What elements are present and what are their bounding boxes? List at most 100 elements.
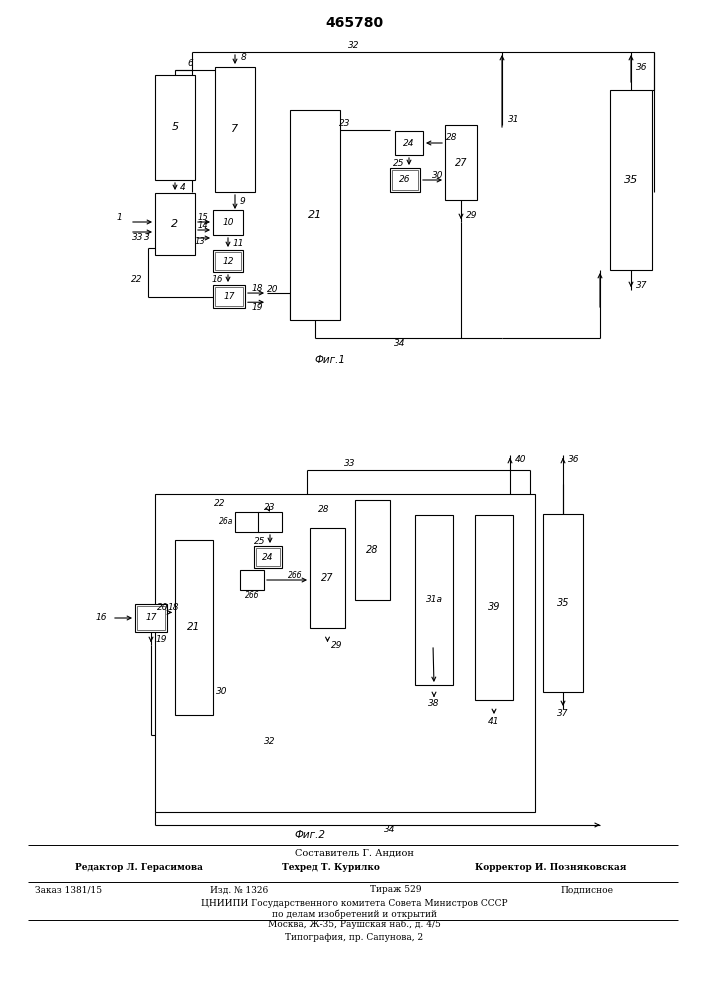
Text: 23: 23 xyxy=(264,502,276,512)
Text: 465780: 465780 xyxy=(325,16,383,30)
Text: 36: 36 xyxy=(636,62,648,72)
Text: 8: 8 xyxy=(241,53,247,62)
Text: 5: 5 xyxy=(171,122,179,132)
Text: 22: 22 xyxy=(131,275,142,284)
Text: 21: 21 xyxy=(308,210,322,220)
Text: 15: 15 xyxy=(198,214,209,223)
Text: 31: 31 xyxy=(508,115,520,124)
Text: 30: 30 xyxy=(432,170,444,180)
Text: 39: 39 xyxy=(488,602,501,612)
Text: 11: 11 xyxy=(233,238,245,247)
Text: 10: 10 xyxy=(222,218,234,227)
Bar xyxy=(290,110,340,320)
Bar xyxy=(135,604,167,632)
Text: 37: 37 xyxy=(557,708,568,718)
Text: 16: 16 xyxy=(95,613,107,622)
Bar xyxy=(213,210,243,235)
Bar xyxy=(390,168,420,192)
Text: 20: 20 xyxy=(267,285,279,294)
Text: 19: 19 xyxy=(156,636,168,645)
Bar xyxy=(155,494,535,812)
Text: 18: 18 xyxy=(251,284,263,293)
Text: 23: 23 xyxy=(339,119,351,128)
Bar xyxy=(258,512,282,532)
Text: 27: 27 xyxy=(455,157,467,167)
Text: 3: 3 xyxy=(144,233,150,242)
Text: ЦНИИПИ Государственного комитета Совета Министров СССР: ЦНИИПИ Государственного комитета Совета … xyxy=(201,900,508,908)
Text: 35: 35 xyxy=(556,598,569,608)
Bar xyxy=(445,125,477,200)
Text: 18: 18 xyxy=(168,603,179,612)
Text: 27: 27 xyxy=(321,573,334,583)
Bar xyxy=(254,546,282,568)
Bar xyxy=(137,606,165,630)
Text: 26а: 26а xyxy=(218,518,233,526)
Bar xyxy=(215,252,241,270)
Bar xyxy=(355,500,390,600)
Bar xyxy=(155,193,195,255)
Text: 29: 29 xyxy=(466,212,477,221)
Text: 25: 25 xyxy=(254,536,265,546)
Bar xyxy=(395,131,423,155)
Text: 33: 33 xyxy=(132,233,144,242)
Text: 2: 2 xyxy=(171,219,179,229)
Text: 41: 41 xyxy=(489,716,500,726)
Bar xyxy=(256,548,280,566)
Text: 30: 30 xyxy=(216,688,228,696)
Bar xyxy=(215,67,255,192)
Text: Техред Т. Курилко: Техред Т. Курилко xyxy=(282,862,380,871)
Text: 21: 21 xyxy=(187,622,201,633)
Text: Изд. № 1326: Изд. № 1326 xyxy=(210,886,268,894)
Text: Тираж 529: Тираж 529 xyxy=(370,886,421,894)
Text: 17: 17 xyxy=(223,292,235,301)
Bar xyxy=(392,170,418,190)
Text: 38: 38 xyxy=(428,700,440,708)
Text: Редактор Л. Герасимова: Редактор Л. Герасимова xyxy=(75,862,203,871)
Text: 28: 28 xyxy=(318,506,329,514)
Text: 34: 34 xyxy=(395,340,406,349)
Text: 12: 12 xyxy=(222,256,234,265)
Text: 37: 37 xyxy=(636,280,648,290)
Text: 35: 35 xyxy=(624,175,638,185)
Text: 14: 14 xyxy=(198,222,209,231)
Text: 16: 16 xyxy=(211,275,223,284)
Text: 32: 32 xyxy=(264,736,276,746)
Bar xyxy=(475,515,513,700)
Text: 33: 33 xyxy=(344,460,356,468)
Text: 29: 29 xyxy=(330,641,342,650)
Text: 25: 25 xyxy=(392,158,404,167)
Bar xyxy=(240,570,264,590)
Text: 17: 17 xyxy=(145,613,157,622)
Bar xyxy=(310,528,345,628)
Bar xyxy=(543,514,583,692)
Text: 24: 24 xyxy=(403,138,415,147)
Text: 26б: 26б xyxy=(288,570,303,580)
Bar xyxy=(235,512,259,532)
Text: 4: 4 xyxy=(180,182,186,192)
Text: 19: 19 xyxy=(251,303,263,312)
Text: 20: 20 xyxy=(156,603,168,612)
Text: 36: 36 xyxy=(568,456,580,464)
Bar xyxy=(215,287,243,306)
Text: Составитель Г. Андион: Составитель Г. Андион xyxy=(295,848,414,857)
Text: 7: 7 xyxy=(231,124,238,134)
Text: 1: 1 xyxy=(116,213,122,222)
Bar xyxy=(610,90,652,270)
Bar xyxy=(155,75,195,180)
Text: Москва, Ж-35, Раушская наб., д. 4/5: Москва, Ж-35, Раушская наб., д. 4/5 xyxy=(267,919,440,929)
Text: 40: 40 xyxy=(515,456,527,464)
Text: 9: 9 xyxy=(240,198,246,207)
Text: Фиг.2: Фиг.2 xyxy=(295,830,325,840)
Text: по делам изобретений и открытий: по делам изобретений и открытий xyxy=(271,909,436,919)
Bar xyxy=(415,515,453,685)
Text: Фиг.1: Фиг.1 xyxy=(315,355,346,365)
Text: 22: 22 xyxy=(214,499,226,508)
Text: 28: 28 xyxy=(446,133,457,142)
Text: 34: 34 xyxy=(384,826,396,834)
Text: Заказ 1381/15: Заказ 1381/15 xyxy=(35,886,102,894)
Text: Типография, пр. Сапунова, 2: Типография, пр. Сапунова, 2 xyxy=(285,932,423,942)
Bar xyxy=(213,285,245,308)
Text: 31а: 31а xyxy=(426,595,443,604)
Text: 28: 28 xyxy=(366,545,379,555)
Text: Корректор И. Позняковская: Корректор И. Позняковская xyxy=(475,862,626,871)
